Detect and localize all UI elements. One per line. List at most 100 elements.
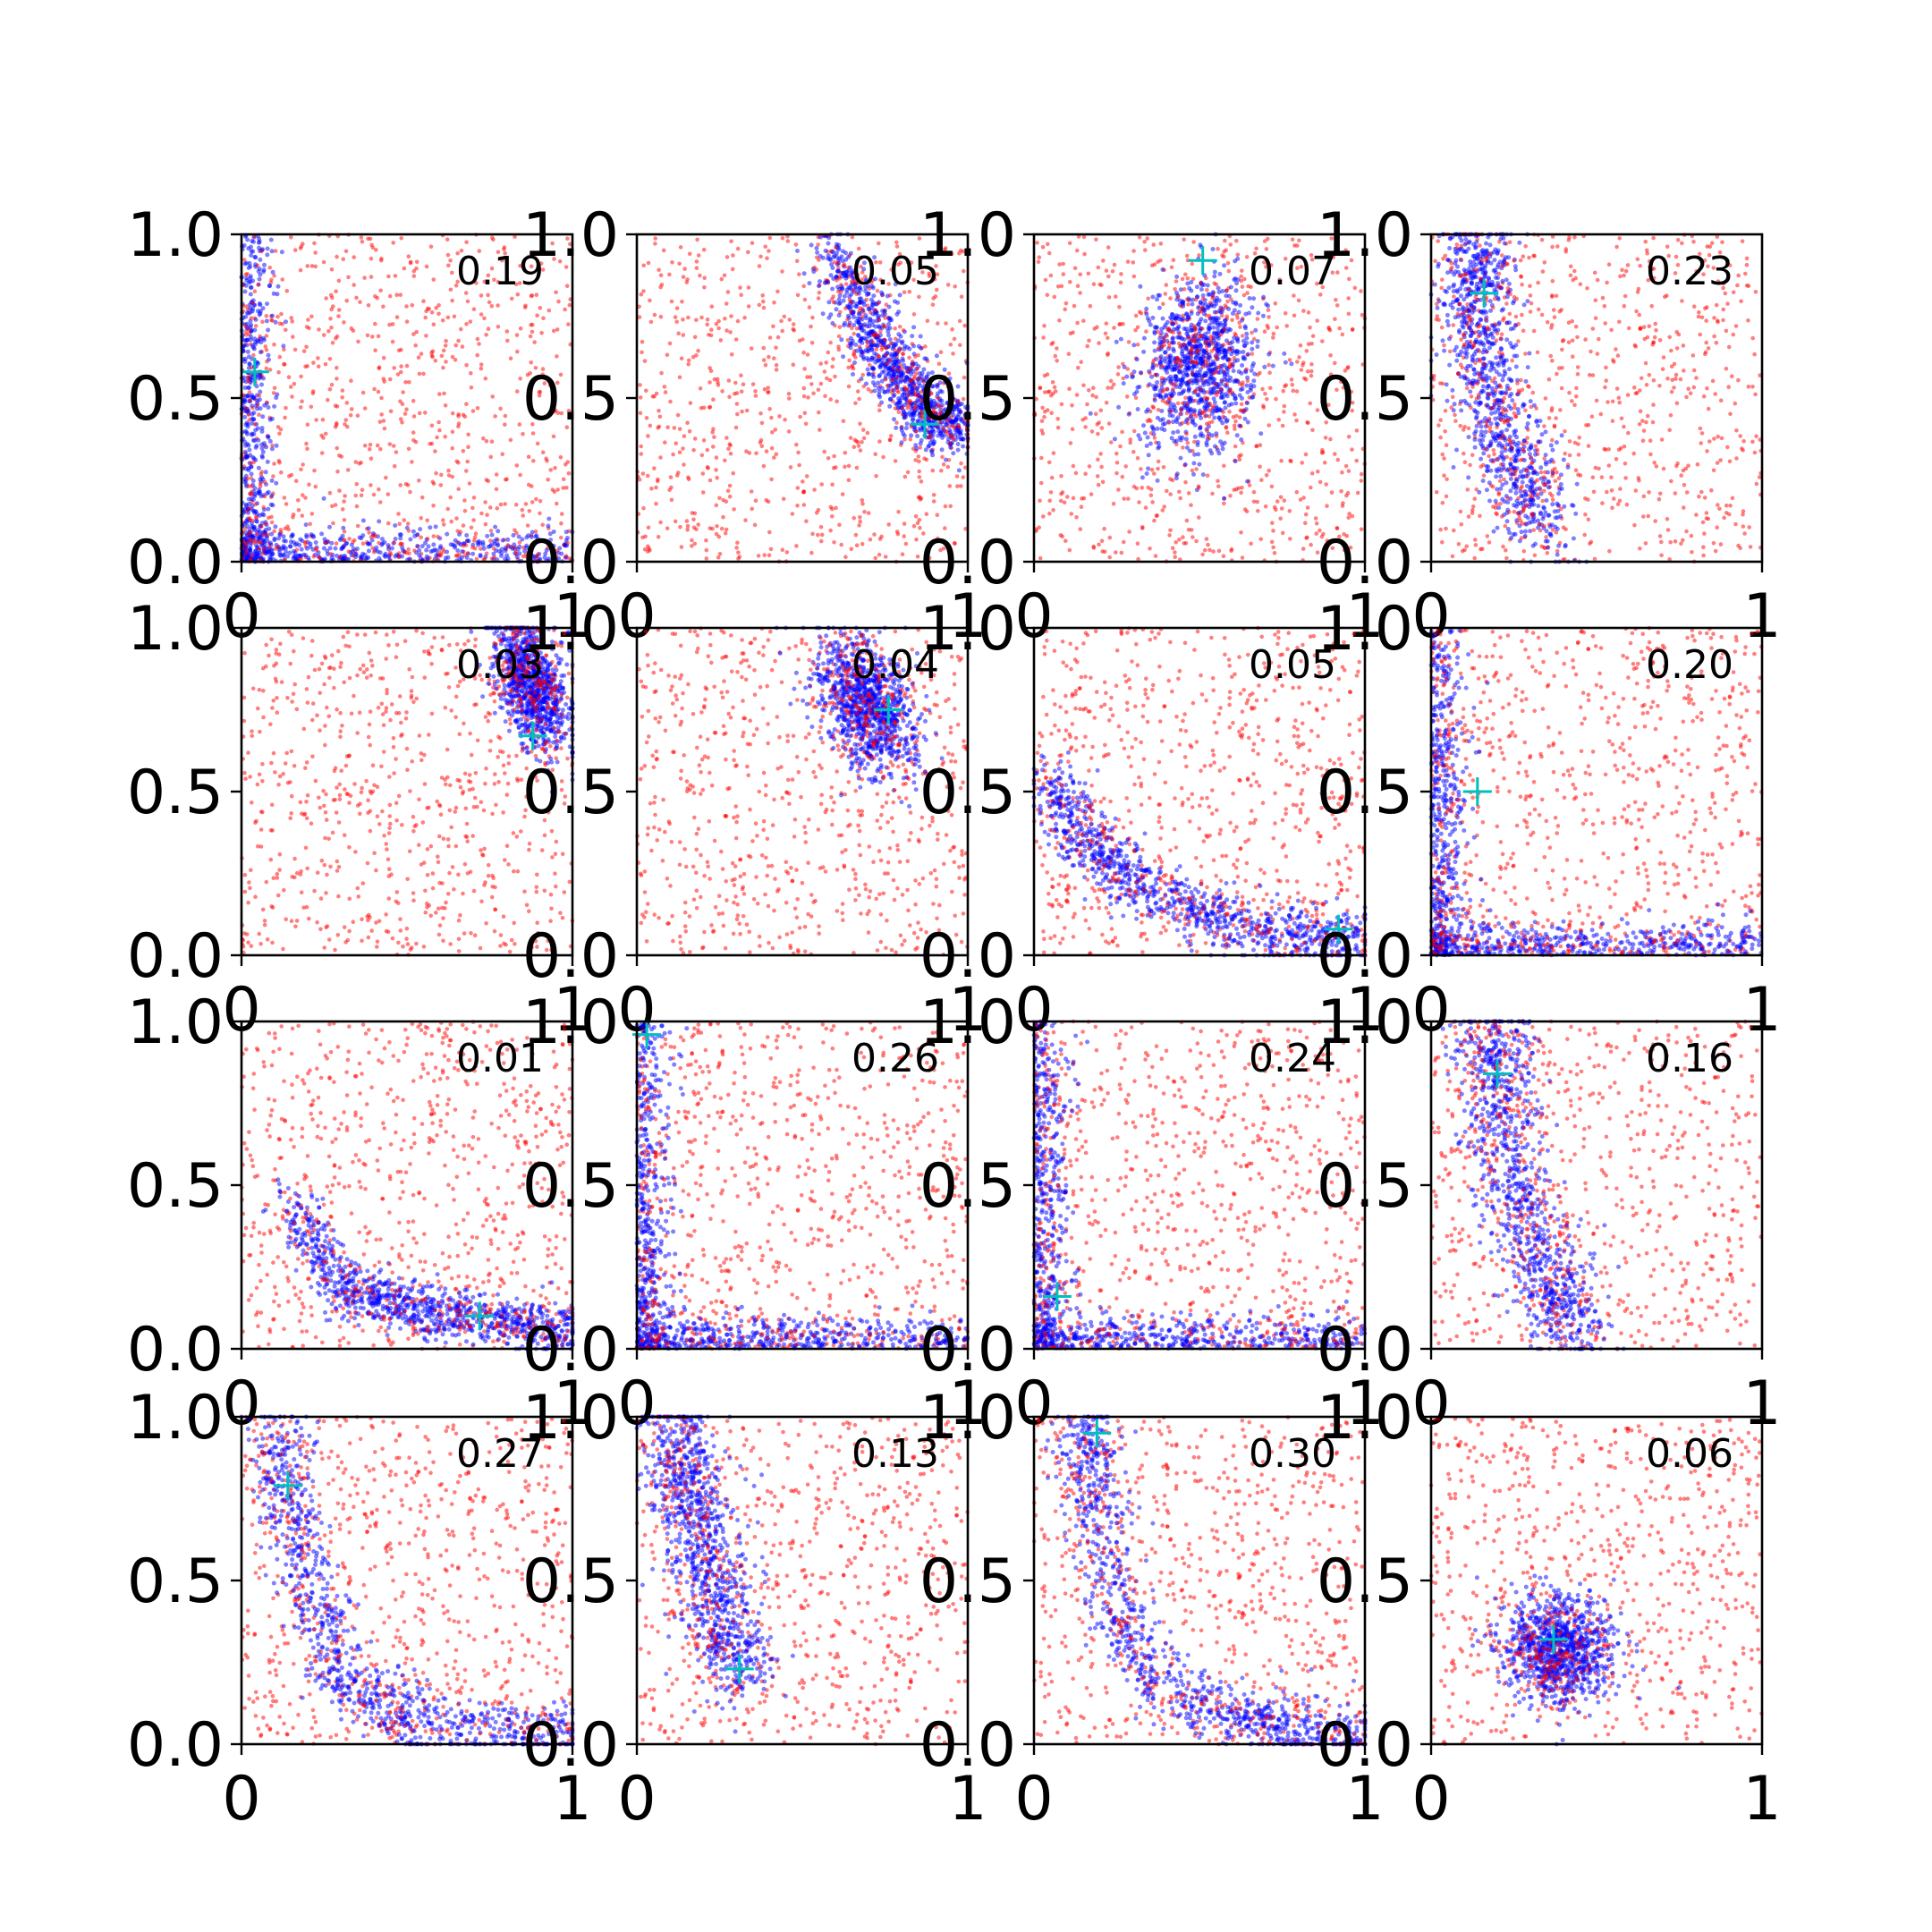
cluster-point <box>900 356 905 361</box>
cluster-point <box>1251 384 1257 389</box>
uniform-point <box>1063 538 1068 543</box>
cluster-point <box>861 356 867 361</box>
uniform-point <box>469 386 474 390</box>
cluster-point <box>327 546 333 551</box>
uniform-point <box>723 317 727 321</box>
uniform-point <box>723 458 727 463</box>
uniform-point <box>774 362 779 368</box>
uniform-point <box>249 461 253 466</box>
uniform-point <box>1085 343 1089 349</box>
uniform-point <box>411 430 416 435</box>
uniform-point <box>767 354 771 360</box>
uniform-point <box>448 495 453 500</box>
cluster-point <box>1238 387 1243 393</box>
uniform-point <box>336 314 341 318</box>
uniform-point <box>1354 458 1359 463</box>
uniform-points <box>239 233 575 564</box>
cluster-point <box>377 550 383 555</box>
uniform-point <box>319 451 325 455</box>
uniform-point <box>847 298 852 302</box>
cluster-point <box>393 523 398 528</box>
uniform-point <box>733 380 738 386</box>
uniform-point <box>1272 551 1277 555</box>
uniform-point <box>1091 546 1097 550</box>
uniform-point <box>286 527 291 532</box>
uniform-point <box>561 486 565 490</box>
uniform-point <box>342 530 347 534</box>
uniform-point <box>1263 504 1268 509</box>
uniform-point <box>831 300 836 305</box>
uniform-point <box>474 556 479 562</box>
cluster-point <box>1146 453 1151 458</box>
uniform-point <box>749 346 754 351</box>
uniform-point <box>948 504 953 509</box>
uniform-point <box>810 531 815 537</box>
cluster-point <box>243 314 249 319</box>
uniform-point <box>1072 266 1078 271</box>
uniform-point <box>438 483 444 487</box>
uniform-point <box>323 431 328 436</box>
uniform-point <box>366 303 371 308</box>
uniform-point <box>304 325 309 329</box>
uniform-point <box>399 369 403 375</box>
uniform-point <box>1112 326 1116 330</box>
cluster-point <box>1196 393 1201 398</box>
uniform-point <box>639 444 643 449</box>
uniform-point <box>423 315 428 320</box>
uniform-point <box>1133 327 1138 333</box>
cluster-point <box>1245 375 1250 380</box>
uniform-point <box>879 347 885 352</box>
uniform-point <box>283 415 287 420</box>
cluster-point <box>303 522 309 528</box>
uniform-point <box>247 418 252 422</box>
uniform-point <box>269 520 275 525</box>
cluster-point <box>460 549 465 555</box>
uniform-point <box>688 401 693 405</box>
cluster-point <box>1138 436 1143 442</box>
uniform-point <box>861 436 867 441</box>
uniform-point <box>466 432 470 437</box>
uniform-point <box>1225 260 1231 266</box>
uniform-point <box>1283 384 1287 389</box>
cluster-point <box>1256 310 1261 316</box>
uniform-point <box>900 367 905 371</box>
uniform-point <box>860 428 866 432</box>
uniform-point <box>951 352 955 356</box>
uniform-point <box>905 470 911 475</box>
uniform-point <box>245 509 250 513</box>
uniform-point <box>465 459 470 464</box>
uniform-point <box>727 442 733 446</box>
uniform-point <box>348 412 353 418</box>
uniform-point <box>1282 498 1287 503</box>
cluster-point <box>1174 377 1178 382</box>
cluster-point <box>1223 405 1228 411</box>
uniform-point <box>924 512 929 516</box>
cluster-point <box>281 343 286 349</box>
uniform-point <box>1281 388 1285 394</box>
uniform-point <box>369 242 374 248</box>
uniform-point <box>551 328 556 334</box>
uniform-point <box>435 556 439 561</box>
uniform-point <box>344 298 350 303</box>
cluster-point <box>304 546 309 551</box>
cluster-point <box>266 405 271 410</box>
uniform-point <box>708 366 712 370</box>
uniform-point <box>496 325 501 329</box>
uniform-point <box>1063 301 1069 306</box>
uniform-point <box>731 470 735 476</box>
uniform-point <box>665 526 670 530</box>
uniform-point <box>293 479 299 483</box>
uniform-point <box>1271 331 1276 336</box>
uniform-point <box>551 434 556 439</box>
uniform-point <box>705 447 710 453</box>
uniform-point <box>761 345 767 351</box>
uniform-point <box>646 260 651 266</box>
uniform-point <box>340 507 345 512</box>
uniform-point <box>1279 458 1284 463</box>
cluster-point <box>247 386 251 390</box>
cluster-point <box>445 555 451 560</box>
uniform-point <box>1206 542 1210 547</box>
uniform-point <box>411 398 416 403</box>
uniform-point <box>717 552 723 556</box>
